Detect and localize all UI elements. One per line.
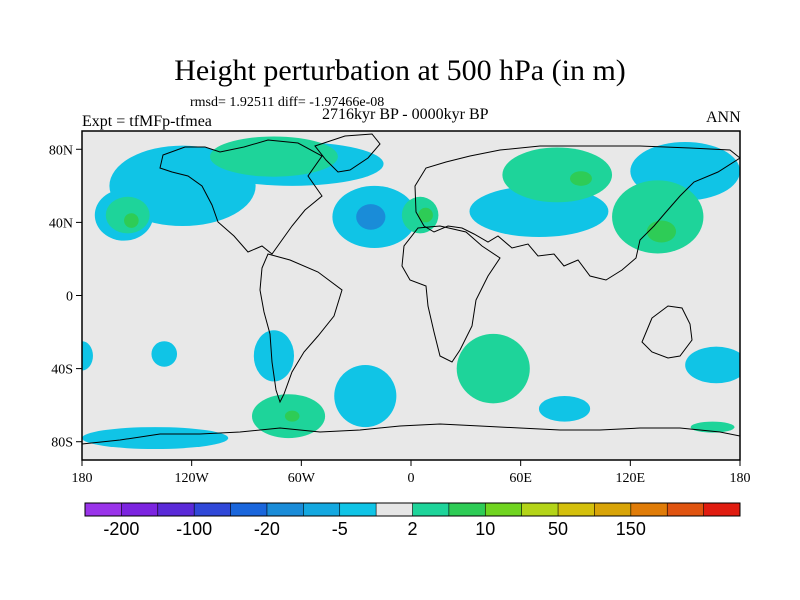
colorbar-swatch-1 [121,503,159,516]
colorbar-swatch-7 [339,503,377,516]
colorbar-label: -20 [254,519,280,539]
anomaly-region-15 [209,136,338,177]
colorbar-swatch-3 [194,503,231,516]
colorbar-swatch-2 [157,503,195,516]
colorbar-swatch-16 [667,503,704,516]
lon-tick-label: 180 [72,471,93,486]
anomaly-region-13 [82,427,229,450]
coastline-australia [641,305,693,359]
lon-tick-label: 0 [408,471,415,486]
season-label: ANN [706,109,741,126]
lat-tick-label: 80N [49,143,73,158]
lat-tick-label: 40S [51,363,73,378]
rmsd-diff-stats: rmsd= 1.92511 diff= -1.97466e-08 [190,95,385,110]
anomaly-region-23 [570,171,592,186]
colorbar: -200 -100 -20 -5 2 10 50 150 [84,502,741,539]
colorbar-swatch-14 [594,503,632,516]
coastlines [82,133,740,445]
colorbar-label: -100 [176,519,212,539]
anomaly-region-18 [612,180,704,254]
anomaly-region-7 [334,364,397,428]
colorbar-swatch-5 [266,503,304,516]
colorbar-swatch-17 [703,503,741,516]
colorbar-swatch-9 [412,503,450,516]
anomaly-region-22 [124,213,139,228]
axis-ticks: 80N 40N 0 40S 80S 180 120W 60W 0 60E 120E 180 [49,143,751,486]
colorbar-swatch-12 [521,503,559,516]
anomaly-region-26 [284,410,300,422]
colorbar-swatch-15 [630,503,668,516]
colorbar-swatch-11 [485,503,522,516]
colorbar-label: -200 [103,519,139,539]
lat-tick-label: 40N [49,216,73,231]
coastline-antarctica [82,423,740,445]
anomaly-region-24 [418,207,433,223]
anomaly-region-12 [82,341,93,371]
colorbar-swatch-6 [303,503,341,516]
anomaly-region-17 [502,147,613,203]
colorbar-swatch-4 [230,503,268,516]
colorbar-label: 150 [616,519,646,539]
colorbar-swatch-10 [448,503,486,516]
colorbar-swatch-0 [85,503,122,516]
anomaly-region-5 [151,341,178,367]
lon-tick-label: 60E [509,471,532,486]
lon-tick-label: 180 [730,471,751,486]
period-label: 2716kyr BP - 0000kyr BP [322,106,489,123]
lon-tick-label: 60W [288,471,316,486]
lat-tick-label: 0 [66,290,73,305]
colorbar-label: 50 [548,519,568,539]
coastline-eurasia [414,145,740,281]
anomaly-region-11 [685,346,740,384]
experiment-label: Expt = tfMFp-tfmea [82,113,212,130]
lon-tick-label: 120W [175,471,210,486]
anomaly-region-25 [646,220,677,243]
anomaly-region-6 [253,330,295,382]
colorbar-label: -5 [332,519,348,539]
colorbar-label: 10 [475,519,495,539]
colorbar-label: 2 [407,519,417,539]
coastline-north-america [159,139,323,255]
anomaly-region-20 [456,333,530,404]
colorbar-swatch-8 [376,503,413,516]
anomaly-region-4 [356,204,386,230]
colorbar-swatch-13 [558,503,595,516]
chart-title: Height perturbation at 500 hPa (in m) [174,54,626,87]
coastline-africa [401,225,501,363]
coastline-greenland [314,133,381,173]
lon-tick-label: 120E [616,471,646,486]
anomaly-regions [82,136,740,450]
anomaly-region-10 [538,396,591,422]
coastline-south-america [259,253,343,404]
lat-tick-label: 80S [51,436,73,451]
